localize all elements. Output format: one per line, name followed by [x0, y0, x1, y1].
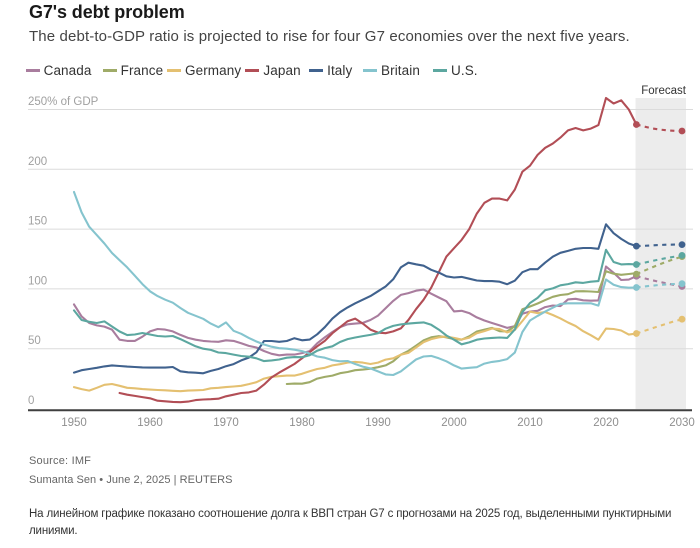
svg-text:1990: 1990: [365, 417, 391, 429]
svg-text:50: 50: [28, 335, 41, 347]
svg-text:Forecast: Forecast: [641, 85, 687, 97]
svg-text:200: 200: [28, 156, 47, 168]
svg-text:0: 0: [28, 395, 34, 407]
svg-text:1950: 1950: [61, 417, 87, 429]
svg-text:1960: 1960: [137, 417, 163, 429]
svg-text:150: 150: [28, 216, 47, 228]
svg-text:250% of GDP: 250% of GDP: [28, 96, 99, 108]
svg-text:2020: 2020: [593, 417, 619, 429]
svg-text:1980: 1980: [289, 417, 315, 429]
svg-text:2010: 2010: [517, 417, 543, 429]
svg-text:2000: 2000: [441, 417, 467, 429]
svg-text:1970: 1970: [213, 417, 239, 429]
svg-text:2030: 2030: [669, 417, 695, 429]
svg-text:100: 100: [28, 275, 47, 287]
